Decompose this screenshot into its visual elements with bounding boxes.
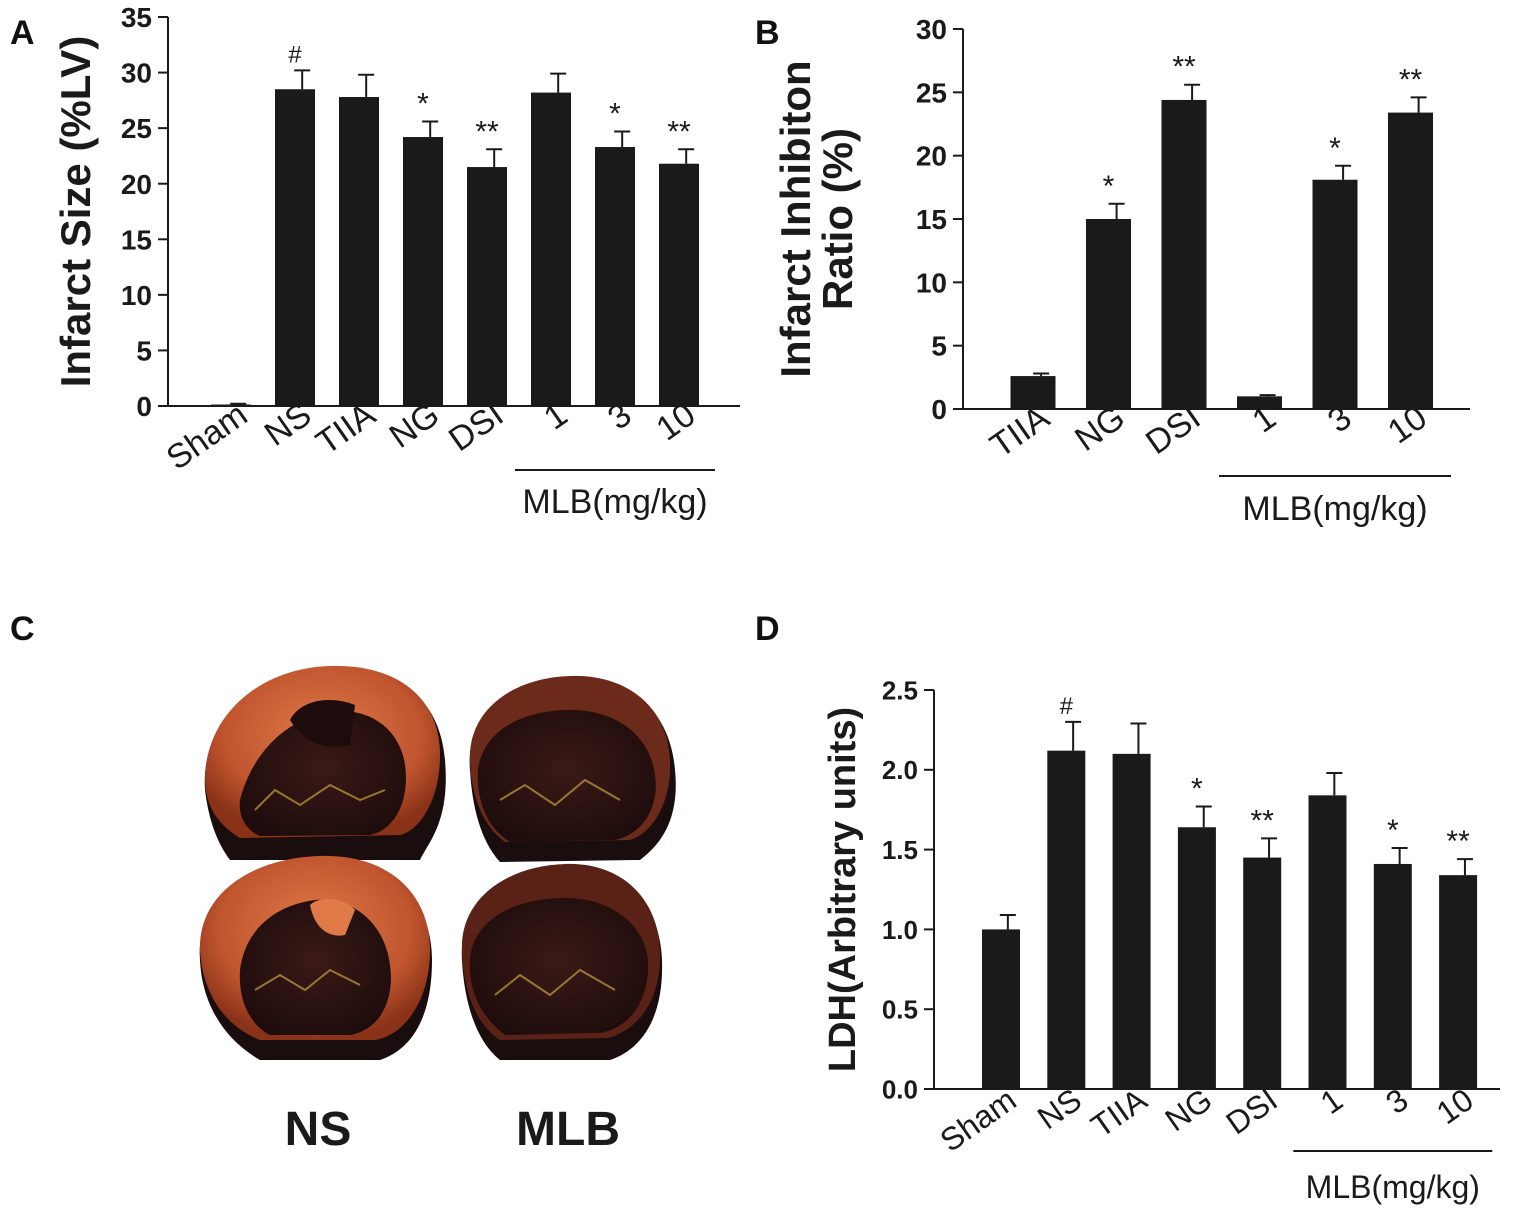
significance-label-a-1: # (288, 41, 302, 68)
significance-label-d-7: ** (1446, 825, 1470, 858)
bar-b-2 (1161, 99, 1207, 409)
y-tick-label-d: 0.0 (882, 1074, 918, 1104)
photo-label-mlb: MLB (516, 1103, 620, 1156)
bar-d-0 (982, 929, 1020, 1089)
significance-label-a-4: ** (475, 115, 499, 148)
y-tick-label-a: 10 (121, 280, 152, 311)
chart-ldh: 0.0 0.5 1.0 1.5 2.0 2.5 LDH(Arbitrary units) Sh… (822, 675, 1500, 1205)
category-label-a-0: Sham (160, 395, 255, 477)
panel-label-a: A (10, 14, 35, 52)
y-tick-label-b: 5 (931, 331, 947, 362)
significance-label-a-3: * (417, 87, 429, 120)
y-tick-label-a: 35 (121, 2, 152, 33)
bar-d-5 (1308, 795, 1347, 1089)
panel-label-b: B (755, 14, 780, 52)
bar-d-2 (1112, 753, 1151, 1089)
y-tick-label-a: 15 (121, 224, 152, 255)
y-tick-label-b: 15 (916, 204, 947, 235)
y-tick-label-a: 25 (121, 113, 152, 144)
ns-slice-top (204, 665, 446, 860)
bar-d-1 (1047, 750, 1086, 1089)
bar-a-0 (211, 404, 251, 406)
bar-a-2 (339, 97, 379, 406)
panel-label-d: D (755, 610, 780, 648)
significance-label-d-1: # (1060, 693, 1074, 720)
mlb-slice-top (469, 675, 676, 862)
significance-label-a-7: ** (667, 115, 691, 148)
bar-b-0 (1010, 376, 1056, 409)
significance-label-a-6: * (609, 97, 621, 130)
significance-label-b-5: ** (1399, 63, 1423, 96)
y-axis-title-line-1: Infarct Inhibiton (772, 60, 819, 377)
group-label-a: MLB(mg/kg) (522, 483, 707, 521)
bar-d-7 (1439, 875, 1478, 1089)
y-tick-label-b: 10 (916, 267, 947, 298)
category-label-d-2: TIIA (1085, 1081, 1154, 1145)
panel-label-c: C (10, 610, 35, 648)
bar-d-3 (1177, 827, 1216, 1089)
heart-slices-photo: NS MLB (199, 665, 676, 1156)
bar-d-4 (1243, 857, 1282, 1089)
y-tick-label-b: 0 (931, 394, 947, 425)
bar-a-6 (595, 147, 635, 406)
mlb-slice-bottom (461, 863, 663, 1060)
bar-b-4 (1312, 179, 1358, 409)
bar-a-3 (403, 137, 443, 406)
y-tick-label-a: 5 (136, 336, 152, 367)
photo-label-ns: NS (285, 1103, 352, 1156)
y-tick-label-b: 20 (916, 141, 947, 172)
y-tick-label-b: 25 (916, 77, 947, 108)
y-axis-title-line-2: Ratio (%) (814, 128, 861, 310)
group-label-b: MLB(mg/kg) (1242, 490, 1427, 528)
significance-label-b-4: * (1329, 132, 1341, 165)
significance-label-d-6: * (1387, 814, 1399, 847)
y-tick-label-a: 0 (136, 391, 152, 422)
category-label-d-0: Sham (933, 1081, 1022, 1158)
ns-slice-bottom (199, 855, 432, 1060)
y-tick-label-d: 0.5 (882, 995, 918, 1025)
significance-label-d-4: ** (1251, 804, 1275, 837)
category-label-d-4: DSI (1219, 1081, 1283, 1141)
group-label-d: MLB(mg/kg) (1306, 1169, 1480, 1205)
y-tick-label-d: 1.5 (882, 835, 918, 865)
y-tick-label-d: 1.0 (882, 915, 918, 945)
bar-b-5 (1388, 112, 1433, 409)
bar-a-1 (275, 89, 315, 406)
y-tick-label-b: 30 (916, 14, 947, 45)
y-axis-title-b: Infarct InhibitonRatio (%) (772, 60, 861, 377)
y-axis-title-d: LDH(Arbitrary units) (822, 707, 864, 1072)
significance-label-b-1: * (1103, 170, 1115, 203)
bar-b-3 (1237, 396, 1282, 409)
y-tick-label-a: 30 (121, 58, 152, 89)
bar-a-4 (467, 167, 507, 406)
y-axis-title-a: Infarct Size (%LV) (52, 36, 99, 388)
y-tick-label-d: 2.5 (882, 675, 918, 705)
y-tick-label-a: 20 (121, 169, 152, 200)
significance-label-b-2: ** (1172, 51, 1196, 84)
bar-a-5 (531, 92, 571, 406)
bar-d-6 (1373, 863, 1412, 1089)
y-tick-label-d: 2.0 (882, 755, 918, 785)
bar-a-7 (659, 163, 699, 406)
significance-label-d-3: * (1191, 773, 1203, 806)
bar-b-1 (1086, 219, 1131, 409)
